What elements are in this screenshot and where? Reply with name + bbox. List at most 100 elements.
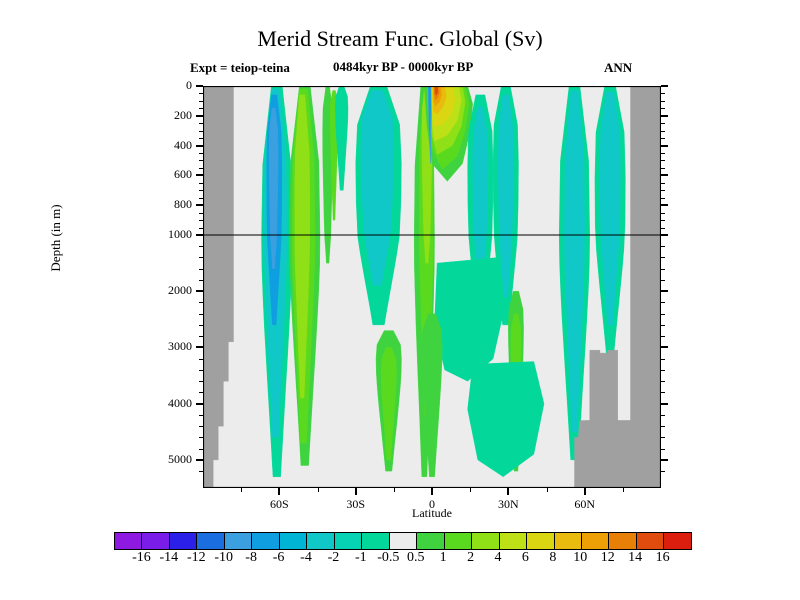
y-tick-right <box>661 174 668 177</box>
x-tick-label: 30N <box>497 497 519 511</box>
y-tick <box>196 233 203 236</box>
colorbar-cell-7 <box>307 533 335 549</box>
y-tick-label: 0 <box>186 78 192 92</box>
x-axis-label: Latitude <box>412 506 452 520</box>
chart-title: Merid Stream Func. Global (Sv) <box>257 26 543 51</box>
colorbar-labels: -16 -14 -12 -10 -8 -6 -4 -2 -1 -0.5 0.5 1 2 4 6 8 10 12 14… <box>114 550 692 570</box>
y-minor-tick <box>199 138 203 140</box>
colorbar-cell-8 <box>334 533 363 549</box>
y-minor-tick <box>199 93 203 95</box>
x-tick <box>431 488 433 495</box>
y-minor-tick-right <box>661 448 665 450</box>
colorbar-cell-0 <box>115 533 143 549</box>
y-minor-tick <box>199 381 203 383</box>
colorbar-tick-label: 16 <box>655 550 670 565</box>
colorbar <box>114 532 692 550</box>
plot-frame <box>203 86 661 488</box>
y-tick-label: 200 <box>174 107 192 122</box>
contour-deep-tropical-core <box>441 271 494 365</box>
y-minor-tick <box>199 324 203 326</box>
colorbar-tick-label: 0.5 <box>406 550 425 565</box>
y-minor-tick <box>199 123 203 125</box>
x-minor-tick <box>470 488 472 492</box>
land-mask-arctic-ridge-b <box>607 350 618 422</box>
colorbar-cell-17 <box>581 533 610 549</box>
y-tick-right <box>661 233 668 236</box>
colorbar-cell-5 <box>252 533 280 549</box>
y-minor-tick <box>199 358 203 360</box>
x-tick-label: 60S <box>269 497 289 511</box>
x-minor-tick <box>546 488 548 492</box>
y-minor-tick-right <box>661 167 665 169</box>
y-minor-tick <box>199 100 203 102</box>
period-label: 0484kyr BP - 0000kyr BP <box>333 59 474 74</box>
y-tick-label: 1000 <box>168 226 192 241</box>
contour-eq-deep-green <box>421 313 443 477</box>
y-minor-tick-right <box>661 302 665 304</box>
contour-plot-svg <box>203 86 661 488</box>
y-minor-tick-right <box>661 381 665 383</box>
x-minor-tick <box>622 488 624 492</box>
colorbar-tick-label: 10 <box>573 550 588 565</box>
y-minor-tick-right <box>661 220 665 222</box>
y-tick <box>196 458 203 461</box>
colorbar-cell-10 <box>389 533 418 549</box>
y-minor-tick <box>199 426 203 428</box>
y-minor-tick <box>199 212 203 214</box>
season-label: ANN <box>604 60 633 75</box>
contour-core-red <box>434 86 439 96</box>
y-minor-tick-right <box>661 268 665 270</box>
colorbar-cell-1 <box>142 533 170 549</box>
colorbar-tick-label: -12 <box>186 550 206 565</box>
x-minor-tick <box>393 488 395 492</box>
colorbar-cell-6 <box>279 533 308 549</box>
y-minor-tick-right <box>661 182 665 184</box>
contour-sh-deep-green2 <box>380 347 397 461</box>
y-tick <box>196 346 203 349</box>
y-tick-label: 3000 <box>168 339 192 354</box>
y-minor-tick-right <box>661 369 665 371</box>
land-mask-arctic-notch <box>599 372 608 422</box>
contour-deep-nh-cyan <box>467 361 545 478</box>
land-mask-north-pole-column <box>630 86 661 488</box>
y-minor-tick-right <box>661 336 665 338</box>
x-minor-tick <box>317 488 319 492</box>
y-minor-tick <box>199 182 203 184</box>
colorbar-tick-label: 6 <box>521 550 529 565</box>
y-minor-tick-right <box>661 358 665 360</box>
colorbar-cell-15 <box>527 533 555 549</box>
y-minor-tick-right <box>661 426 665 428</box>
y-minor-tick <box>199 302 203 304</box>
colorbar-tick-label: -10 <box>214 550 234 565</box>
x-tick <box>278 488 281 495</box>
contour-plot-area <box>203 86 661 488</box>
y-tick-right <box>661 114 668 117</box>
y-minor-tick <box>199 448 203 450</box>
y-minor-tick <box>199 369 203 371</box>
colorbar-cell-9 <box>362 533 390 549</box>
y-minor-tick-right <box>661 93 665 95</box>
land-mask-antarctica <box>203 86 234 488</box>
colorbar-tick-label: -4 <box>300 550 312 565</box>
colorbar-tick-label: -2 <box>327 550 340 565</box>
y-minor-tick <box>199 257 203 259</box>
colorbar-cell-3 <box>197 533 225 549</box>
y-minor-tick <box>199 471 203 473</box>
y-tick <box>196 114 203 117</box>
y-minor-tick-right <box>661 197 665 199</box>
y-tick <box>196 290 203 293</box>
colorbar-cell-12 <box>444 533 473 549</box>
y-minor-tick <box>199 108 203 110</box>
y-minor-tick-right <box>661 324 665 326</box>
y-tick <box>196 144 203 147</box>
colorbar-tick-label: -14 <box>159 550 179 565</box>
y-tick-right <box>661 402 668 405</box>
y-minor-tick-right <box>661 212 665 214</box>
y-minor-tick <box>199 220 203 222</box>
x-tick <box>583 488 586 495</box>
y-minor-tick <box>199 160 203 162</box>
y-minor-tick-right <box>661 279 665 281</box>
y-minor-tick-right <box>661 108 665 110</box>
y-minor-tick <box>199 313 203 315</box>
